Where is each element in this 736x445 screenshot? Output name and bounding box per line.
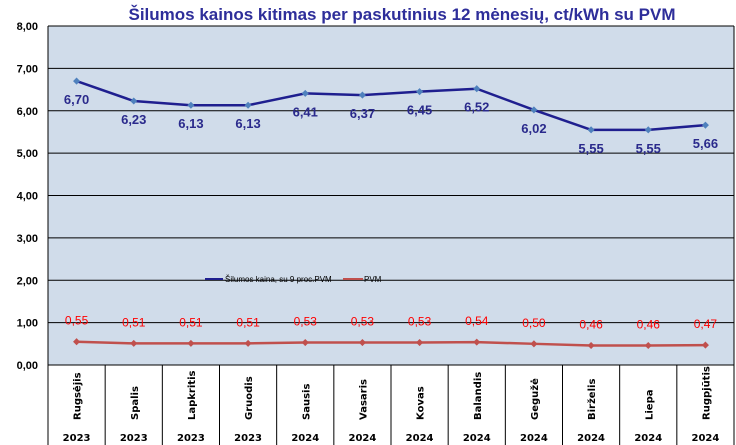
data-point: [358, 339, 366, 347]
data-label: 6,13: [235, 116, 260, 131]
x-year-label: 2023: [177, 433, 205, 444]
y-tick-label: 3,00: [17, 233, 38, 245]
series-line-1: [76, 340, 706, 347]
x-year-label: 2024: [577, 433, 605, 444]
legend-label: Šilumos kaina, su 9 proc.PVM: [225, 275, 332, 284]
data-point: [587, 341, 595, 350]
x-year-label: 2023: [234, 433, 262, 444]
x-year-label: 2023: [120, 433, 148, 444]
x-tick-label: Sausis: [301, 384, 312, 420]
data-point: [644, 341, 652, 350]
data-point: [416, 88, 424, 96]
data-point: [358, 91, 366, 99]
data-point: [473, 85, 481, 93]
y-tick-label: 0,00: [17, 360, 38, 372]
x-year-label: 2024: [520, 433, 548, 444]
x-tick-label: Gruodis: [244, 376, 255, 420]
x-tick-label: Vasaris: [358, 379, 369, 420]
chart-title: Šilumos kainos kitimas per paskutinius 1…: [129, 5, 676, 24]
data-point: [187, 101, 195, 109]
data-point: [73, 77, 81, 85]
data-label: 0,51: [122, 315, 146, 329]
x-tick-label: Rugpjūtis: [701, 366, 712, 420]
x-tick-label: Gegužė: [529, 378, 541, 420]
y-tick-label: 6,00: [17, 106, 38, 118]
data-point: [530, 340, 538, 348]
x-year-label: 2024: [463, 433, 491, 444]
data-label: 0,51: [179, 315, 203, 329]
x-tick-label: Kovas: [416, 386, 427, 420]
data-label: 6,41: [293, 104, 318, 119]
data-label: 5,55: [636, 141, 661, 156]
data-label: 6,70: [64, 92, 89, 107]
data-label: 6,45: [407, 103, 432, 118]
data-label: 0,53: [408, 315, 432, 329]
y-tick-label: 7,00: [17, 63, 38, 75]
x-tick-label: Liepa: [644, 390, 655, 421]
data-label: 0,47: [694, 317, 718, 331]
data-point: [416, 339, 424, 347]
x-tick-label: Balandis: [473, 372, 484, 420]
data-label: 0,46: [579, 318, 603, 332]
y-tick-label: 8,00: [17, 21, 38, 33]
data-point: [473, 338, 481, 346]
y-tick-label: 2,00: [17, 275, 38, 287]
x-year-label: 2024: [291, 433, 319, 444]
data-label: 5,66: [693, 136, 718, 151]
x-tick-label: Rugsėjis: [73, 372, 84, 420]
data-point: [130, 339, 138, 347]
y-tick-label: 1,00: [17, 318, 38, 330]
data-label: 6,13: [178, 116, 203, 131]
series-line-0: [76, 79, 706, 132]
legend-label: PVM: [364, 275, 382, 284]
data-point: [244, 101, 252, 109]
data-label: 0,46: [637, 318, 661, 332]
x-tick-label: Spalis: [130, 386, 141, 420]
data-point: [301, 89, 309, 97]
y-tick-label: 5,00: [17, 148, 38, 160]
data-point: [587, 126, 595, 134]
x-year-label: 2023: [63, 433, 91, 444]
data-point: [530, 106, 538, 114]
data-point: [73, 338, 81, 346]
data-label: 0,51: [236, 315, 260, 329]
x-tick-label: Lapkritis: [187, 371, 198, 420]
data-label: 6,02: [521, 121, 546, 136]
data-point: [130, 97, 138, 105]
data-label: 0,54: [465, 314, 489, 328]
x-year-label: 2024: [406, 433, 434, 444]
x-year-label: 2024: [348, 433, 376, 444]
data-label: 0,53: [294, 315, 318, 329]
data-point: [301, 339, 309, 347]
x-tick-label: Birželis: [586, 379, 598, 420]
data-label: 0,53: [351, 315, 375, 329]
data-label: 5,55: [578, 141, 603, 156]
data-point: [244, 339, 252, 347]
data-label: 0,55: [65, 314, 89, 328]
data-point: [701, 121, 709, 129]
x-year-label: 2024: [634, 433, 662, 444]
y-tick-label: 4,00: [17, 191, 38, 203]
data-label: 6,23: [121, 112, 146, 127]
data-point: [187, 339, 195, 347]
x-year-label: 2024: [691, 433, 719, 444]
data-label: 6,37: [350, 106, 375, 121]
data-point: [644, 126, 652, 134]
data-label: 6,52: [464, 100, 489, 115]
data-label: 0,50: [522, 316, 546, 330]
data-point: [701, 341, 709, 349]
